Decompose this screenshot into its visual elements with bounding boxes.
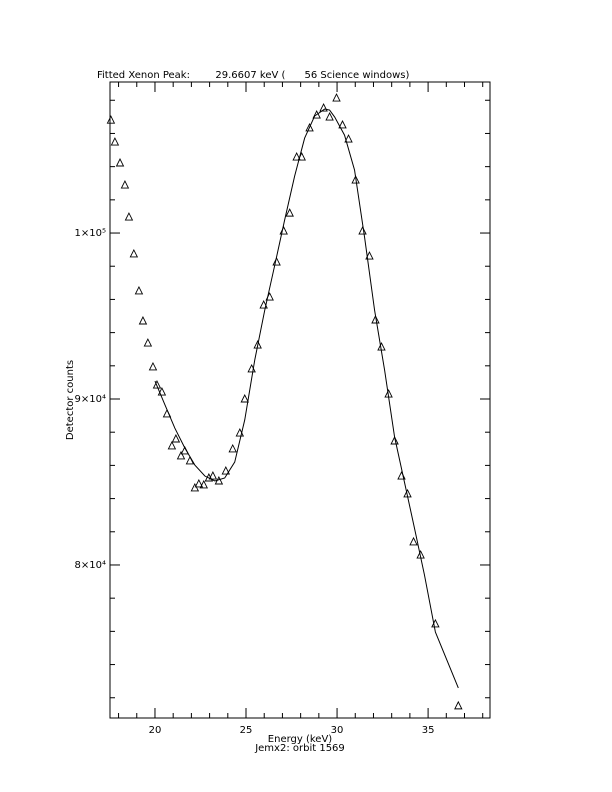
data-point xyxy=(148,361,158,371)
data-point xyxy=(259,300,268,309)
subtitle: Jemx2: orbit 1569 xyxy=(254,743,345,754)
plot-frame xyxy=(109,81,491,719)
data-point xyxy=(390,435,399,445)
data-point xyxy=(115,157,125,167)
data-point xyxy=(106,115,116,124)
data-point xyxy=(120,180,130,189)
data-point xyxy=(253,340,262,349)
data-point xyxy=(199,479,208,489)
x-tick-label: 25 xyxy=(240,725,253,736)
data-point xyxy=(344,134,353,143)
data-point xyxy=(221,466,231,475)
data-point xyxy=(138,315,148,325)
data-point xyxy=(285,208,294,217)
x-tick-label: 20 xyxy=(149,725,162,736)
data-point xyxy=(409,536,418,546)
data-point xyxy=(171,433,181,443)
data-point xyxy=(272,257,281,266)
data-point xyxy=(240,393,249,403)
y-tick-label: 1×10⁵ xyxy=(75,228,106,239)
data-point xyxy=(454,700,463,710)
data-point xyxy=(228,443,237,453)
y-tick-label: 9×10⁴ xyxy=(75,394,106,405)
data-point xyxy=(129,248,139,258)
data-point xyxy=(176,450,186,460)
data-point xyxy=(292,152,301,161)
data-point xyxy=(143,338,153,347)
data-point xyxy=(351,175,360,184)
data-point xyxy=(208,471,218,480)
data-point xyxy=(134,285,144,295)
data-point xyxy=(124,212,134,221)
data-point xyxy=(358,226,367,235)
data-point xyxy=(110,137,120,146)
data-point xyxy=(332,93,341,102)
y-tick-label: 8×10⁴ xyxy=(75,560,106,571)
data-point xyxy=(365,251,374,260)
data-point xyxy=(325,112,334,121)
x-tick-label: 30 xyxy=(331,725,344,736)
data-point xyxy=(194,478,204,488)
y-axis-label: Detector counts xyxy=(65,360,76,440)
data-point xyxy=(279,226,288,235)
data-point xyxy=(371,314,380,324)
data-point xyxy=(167,440,177,450)
data-point xyxy=(157,387,167,396)
data-point xyxy=(312,110,321,119)
data-point xyxy=(319,103,328,112)
fit-line xyxy=(154,108,459,689)
x-tick-label: 35 xyxy=(422,725,435,736)
data-point xyxy=(152,380,162,389)
data-point xyxy=(338,119,347,129)
data-point xyxy=(305,122,314,132)
x-axis-label: Energy (keV) xyxy=(268,734,333,745)
data-point xyxy=(190,482,200,492)
chart-title: Fitted Xenon Peak: 29.6607 keV ( 56 Scie… xyxy=(97,70,410,81)
